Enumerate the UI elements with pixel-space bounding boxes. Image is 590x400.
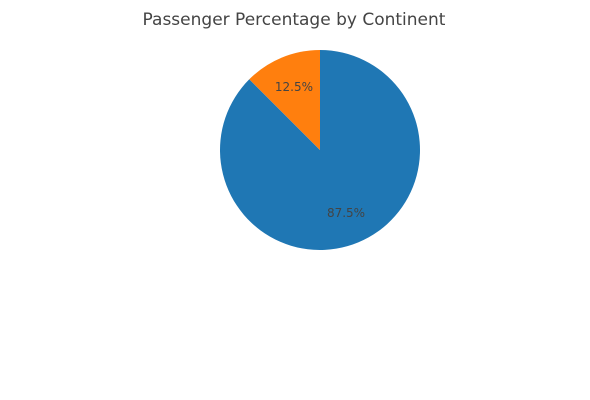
pie-slice-1: [249, 50, 320, 150]
slice-label-1: 12.5%: [275, 80, 313, 94]
pie-slice-0: [219, 50, 420, 250]
pie-slices: [219, 50, 420, 250]
pie-slice-labels: 87.5% 12.5%: [275, 80, 365, 220]
chart-title: Passenger Percentage by Continent: [143, 10, 446, 30]
slice-label-0: 87.5%: [327, 206, 365, 220]
